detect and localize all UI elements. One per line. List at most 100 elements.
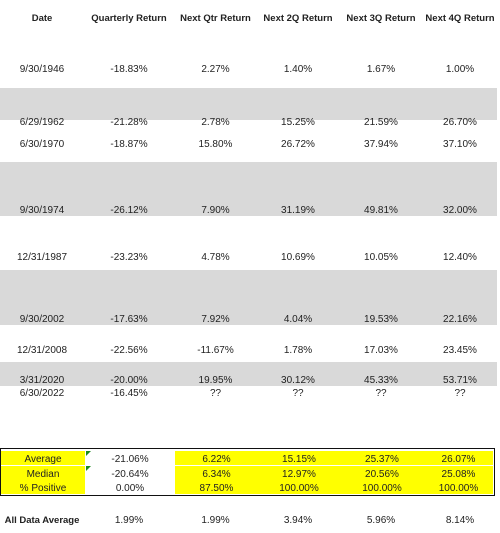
all-data-average-label: All Data Average <box>4 515 80 526</box>
table-row: 9/30/1974 -26.12% 7.90% 31.19% 49.81% 32… <box>0 162 497 216</box>
cell-date: 9/30/1974 <box>19 205 65 216</box>
cell-date: 9/30/2002 <box>19 314 65 325</box>
cell-next-4q: 22.16% <box>443 314 477 325</box>
cell-next-4q: 32.00% <box>443 205 477 216</box>
cell-next-3q: 21.59% <box>364 117 398 128</box>
summary-next-4q: 26.07% <box>441 454 476 465</box>
cell-next-qtr: 15.80% <box>198 139 233 150</box>
header-next-qtr-return: Next Qtr Return <box>180 12 251 24</box>
cell-next-4q: 1.00% <box>445 64 475 75</box>
cell-next-4q: ?? <box>454 388 466 399</box>
summary-quarterly: -20.64% <box>85 466 175 480</box>
summary-next-4q: 25.08% <box>441 469 476 480</box>
cell-next-3q: 1.67% <box>366 64 396 75</box>
header-next-4q-return: Next 4Q Return <box>425 12 495 24</box>
cell-next-2q: 26.72% <box>281 139 315 150</box>
summary-label: Median <box>26 469 60 480</box>
cell-next-4q: 37.10% <box>443 139 477 150</box>
table-row: 12/31/2008 -22.56% -11.67% 1.78% 17.03% … <box>0 334 497 356</box>
cell-next-qtr: -11.67% <box>197 345 234 356</box>
cell-next-qtr: 4.78% <box>201 252 230 263</box>
cell-next-qtr: ?? <box>209 388 222 399</box>
all-data-average-next-4q: 8.14% <box>445 515 475 526</box>
cell-date: 6/30/1970 <box>19 139 65 150</box>
cell-next-3q: 49.81% <box>364 205 398 216</box>
summary-next-qtr: 6.34% <box>202 469 231 480</box>
cell-next-2q: 15.25% <box>281 117 315 128</box>
cell-next-qtr: 7.92% <box>201 314 230 325</box>
cell-date: 3/31/2020 <box>19 375 65 386</box>
table-row: 9/30/2002 -17.63% 7.92% 4.04% 19.53% 22.… <box>0 270 497 325</box>
summary-next-3q: 100.00% <box>362 483 402 494</box>
cell-quarterly-return: -16.45% <box>110 388 148 399</box>
cell-next-qtr: 2.78% <box>201 117 230 128</box>
all-data-average-row: All Data Average 1.99% 1.99% 3.94% 5.96%… <box>0 510 497 526</box>
cell-next-4q: 12.40% <box>443 252 477 263</box>
cell-next-qtr: 19.95% <box>198 375 233 386</box>
cell-comment-marker-icon <box>86 466 91 471</box>
cell-next-2q: 1.78% <box>283 345 313 356</box>
cell-next-3q: 10.05% <box>364 252 398 263</box>
cell-date: 6/29/1962 <box>19 117 65 128</box>
cell-comment-marker-icon <box>86 451 91 456</box>
table-row <box>0 88 497 120</box>
cell-next-3q: 37.94% <box>364 139 398 150</box>
cell-next-3q: 17.03% <box>364 345 398 356</box>
summary-next-3q: 20.56% <box>365 469 399 480</box>
cell-date: 12/31/2008 <box>16 345 68 356</box>
table-row: 6/30/2022 -16.45% ?? ?? ?? ?? <box>0 386 497 399</box>
all-data-average-next-3q: 5.96% <box>366 515 396 526</box>
header-next-2q-return: Next 2Q Return <box>263 12 333 24</box>
table-row: 12/31/1987 -23.23% 4.78% 10.69% 10.05% 1… <box>0 225 497 263</box>
cell-quarterly-return: -21.28% <box>110 117 148 128</box>
cell-next-2q: 10.69% <box>281 252 315 263</box>
table-row: 6/30/1970 -18.87% 15.80% 26.72% 37.94% 3… <box>0 130 497 150</box>
summary-next-2q: 15.15% <box>282 454 316 465</box>
cell-next-4q: 23.45% <box>443 345 477 356</box>
cell-next-qtr: 2.27% <box>201 64 230 75</box>
summary-row-average: Average -21.06% 6.22% 15.15% 25.37% 26.0… <box>1 451 493 465</box>
cell-quarterly-return: -20.00% <box>110 375 148 386</box>
summary-block: Average -21.06% 6.22% 15.15% 25.37% 26.0… <box>0 448 495 496</box>
header-row: Date Quarterly Return Next Qtr Return Ne… <box>0 6 497 30</box>
summary-label: Average <box>24 454 62 465</box>
header-quarterly-return: Quarterly Return <box>91 12 167 24</box>
table-row: 9/30/1946 -18.83% 2.27% 1.40% 1.67% 1.00… <box>0 30 497 75</box>
cell-next-2q: 1.40% <box>283 64 313 75</box>
summary-next-2q: 12.97% <box>282 469 316 480</box>
summary-quarterly: 0.00% <box>85 480 175 494</box>
cell-quarterly-return: -22.56% <box>110 345 148 356</box>
summary-next-2q: 100.00% <box>279 483 319 494</box>
cell-quarterly-return: -18.87% <box>110 139 148 150</box>
cell-next-2q: 4.04% <box>283 314 313 325</box>
cell-quarterly-return: -26.12% <box>110 205 148 216</box>
cell-next-3q: 19.53% <box>364 314 398 325</box>
summary-label: % Positive <box>19 483 67 494</box>
summary-row-percent-positive: % Positive 0.00% 87.50% 100.00% 100.00% … <box>1 480 493 494</box>
cell-next-4q: 26.70% <box>443 117 477 128</box>
cell-next-4q: 53.71% <box>443 375 477 386</box>
cell-date: 6/30/2022 <box>19 388 65 399</box>
cell-next-3q: ?? <box>375 388 387 399</box>
all-data-average-next-qtr: 1.99% <box>201 515 230 526</box>
cell-date: 9/30/1946 <box>19 64 65 75</box>
summary-next-3q: 25.37% <box>365 454 399 465</box>
cell-next-3q: 45.33% <box>364 375 398 386</box>
all-data-average-quarterly: 1.99% <box>114 515 144 526</box>
summary-next-qtr: 87.50% <box>199 483 234 494</box>
summary-quarterly: -21.06% <box>85 451 175 465</box>
cell-next-2q: 30.12% <box>281 375 315 386</box>
summary-next-4q: 100.00% <box>438 483 479 494</box>
cell-next-2q: ?? <box>292 388 304 399</box>
summary-next-qtr: 6.22% <box>202 454 231 465</box>
cell-quarterly-return: -23.23% <box>110 252 148 263</box>
table-row: 6/29/1962 -21.28% 2.78% 15.25% 21.59% 26… <box>0 88 497 128</box>
all-data-average-next-2q: 3.94% <box>283 515 313 526</box>
header-next-3q-return: Next 3Q Return <box>346 12 416 24</box>
cell-next-2q: 31.19% <box>281 205 315 216</box>
cell-date: 12/31/1987 <box>16 252 68 263</box>
cell-quarterly-return: -18.83% <box>110 64 148 75</box>
cell-quarterly-return: -17.63% <box>110 314 148 325</box>
cell-next-qtr: 7.90% <box>201 205 230 216</box>
